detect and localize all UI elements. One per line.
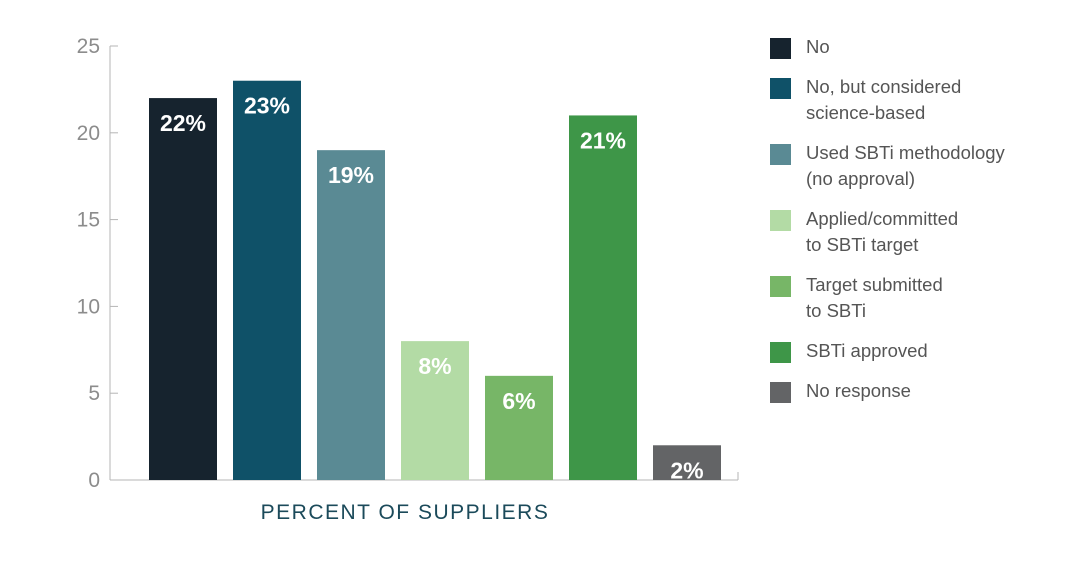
legend-item: No — [770, 34, 1070, 60]
legend-swatch — [770, 78, 791, 99]
y-tick-label: 5 — [88, 382, 100, 405]
y-tick-label: 10 — [77, 295, 100, 318]
legend-swatch — [770, 144, 791, 165]
legend-swatch — [770, 382, 791, 403]
bar-data-label: 6% — [502, 388, 535, 414]
y-tick-label: 20 — [77, 122, 100, 145]
legend-item: SBTi approved — [770, 338, 1070, 364]
y-tick-labels: 0 5 10 15 20 25 — [77, 35, 118, 492]
legend-label: Applied/committed to SBTi target — [806, 208, 959, 255]
legend-item: No response — [770, 378, 1070, 404]
legend-swatch — [770, 210, 791, 231]
bar-data-label: 22% — [160, 110, 206, 136]
legend-item: Used SBTi methodology (no approval) — [770, 140, 1070, 192]
bar-data-label: 21% — [580, 127, 626, 153]
bar — [149, 98, 217, 480]
bar-chart: 0 5 10 15 20 25 22% 23% 19% 8% 6% 21% 2% PERCENT OF… — [77, 35, 739, 524]
legend: No No, but considered science-based Used S… — [770, 34, 1070, 418]
y-tick-label: 0 — [88, 469, 100, 492]
legend-item: No, but considered science-based — [770, 74, 1070, 126]
legend-label: No response — [806, 380, 911, 401]
legend-label: No, but considered science-based — [806, 76, 962, 123]
legend-label: SBTi approved — [806, 340, 928, 361]
y-tick-label: 25 — [77, 35, 100, 58]
legend-swatch — [770, 342, 791, 363]
legend-item: Target submitted to SBTi — [770, 272, 1070, 324]
legend-label: Used SBTi methodology (no approval) — [806, 142, 1005, 189]
legend-swatch — [770, 38, 791, 59]
bar — [485, 375, 553, 480]
legend-label: No — [806, 36, 830, 57]
bar — [317, 150, 385, 480]
legend-swatch — [770, 276, 791, 297]
bar-data-label: 23% — [244, 93, 290, 119]
legend-item: Applied/committed to SBTi target — [770, 206, 1070, 258]
bar — [401, 341, 469, 480]
legend-label: Target submitted to SBTi — [806, 274, 943, 321]
bars — [149, 80, 721, 480]
bar — [653, 445, 721, 480]
bar — [233, 80, 301, 480]
y-tick-label: 15 — [77, 209, 100, 232]
bar-data-label: 2% — [670, 457, 703, 483]
x-axis-label: PERCENT OF SUPPLIERS — [261, 501, 550, 524]
bar-data-label: 19% — [328, 162, 374, 188]
bar-data-label: 8% — [418, 353, 451, 379]
bar — [569, 115, 637, 480]
bar-data-labels: 22% 23% 19% 8% 6% 21% 2% — [160, 93, 704, 484]
